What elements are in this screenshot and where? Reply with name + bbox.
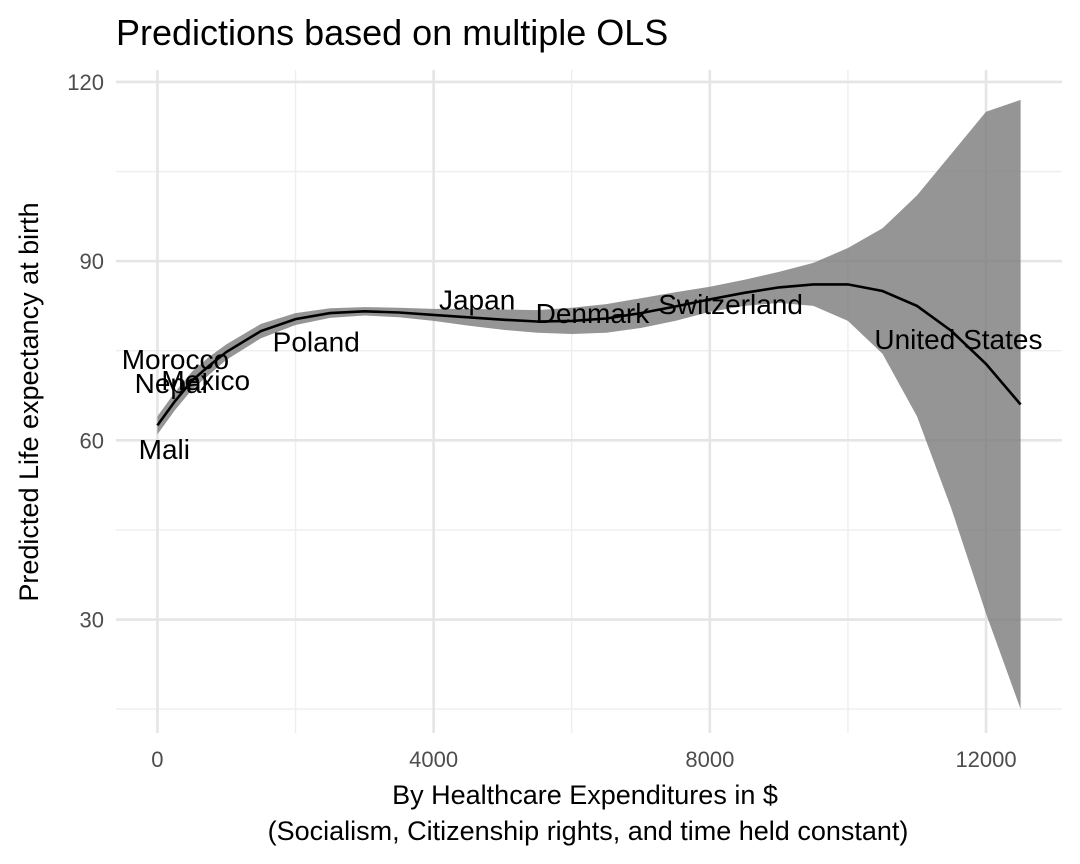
point-label: Denmark [536, 298, 651, 329]
x-tick-label: 4000 [409, 747, 458, 772]
confidence-band [157, 99, 1021, 710]
x-tick-label: 0 [151, 747, 163, 772]
x-axis-subtitle: (Socialism, Citizenship rights, and time… [268, 816, 909, 846]
y-tick-label: 60 [80, 428, 104, 453]
point-label: Mexico [161, 365, 250, 396]
point-label: Mali [139, 434, 190, 465]
point-label: Japan [439, 284, 515, 315]
y-axis-title: Predicted Life expectancy at birth [14, 202, 44, 601]
point-label: Poland [273, 326, 360, 357]
y-axis-tick-labels: 30 60 90 120 [67, 70, 104, 633]
fitted-line [156, 283, 1022, 427]
y-tick-label: 120 [67, 70, 104, 95]
y-tick-label: 90 [80, 249, 104, 274]
y-tick-label: 30 [80, 608, 104, 633]
x-axis-title: By Healthcare Expenditures in $ [392, 780, 778, 810]
point-label: Switzerland [658, 289, 803, 320]
point-label: Nepal [135, 368, 208, 399]
chart-title: Predictions based on multiple OLS [116, 12, 668, 53]
point-label: United States [874, 324, 1042, 355]
x-axis-tick-labels: 0 4000 8000 12000 [151, 747, 1016, 772]
x-tick-label: 12000 [955, 747, 1016, 772]
point-label: Morocco [122, 344, 229, 375]
x-tick-label: 8000 [685, 747, 734, 772]
